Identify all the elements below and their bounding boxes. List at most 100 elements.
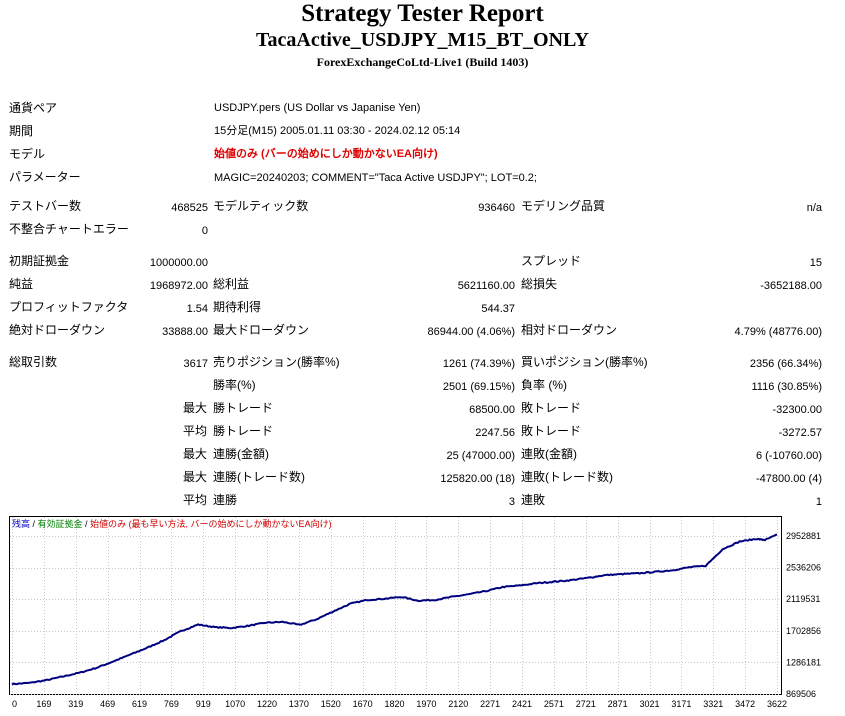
legend-sep-2: / [83, 519, 91, 529]
y-tick-label: 1286181 [786, 657, 821, 667]
long-label: 買いポジション(勝率%) [521, 355, 648, 369]
avg-consec-loss-value: 1 [815, 496, 822, 508]
max-dd-label: 最大ドローダウン [213, 323, 310, 337]
y-tick-label: 1702856 [786, 626, 821, 636]
legend-balance: 残高 [12, 518, 30, 529]
max-prefix-3: 最大 [182, 470, 207, 484]
pf-value: 1.54 [186, 303, 208, 315]
max-consec-loss-label: 連敗(金額) [521, 447, 577, 461]
period-value: 15分足(M15) 2005.01.11 03:30 - 2024.02.12 … [214, 125, 461, 137]
x-tick-label: 3021 [639, 699, 659, 709]
avg-consec-win-value: 3 [508, 496, 515, 508]
chart-grid [10, 517, 781, 695]
x-tick-label: 2571 [544, 699, 564, 709]
bars-value: 468525 [171, 202, 208, 214]
x-axis-labels: 0 169 319 469 619 769 919 1070 1220 1370 1520 1670 1… [12, 699, 787, 709]
x-tick-label: 2421 [512, 699, 532, 709]
ticks-value: 936460 [478, 202, 515, 214]
avg-prefix-1: 平均 [182, 424, 207, 438]
mismatch-value: 0 [201, 225, 208, 237]
expected-value: 544.37 [481, 303, 515, 315]
short-label: 売りポジション(勝率%) [213, 355, 340, 369]
x-tick-label: 2271 [480, 699, 500, 709]
deposit-value: 1000000.00 [149, 257, 208, 269]
avg-win-label: 勝トレード [213, 424, 274, 438]
report-title: Strategy Tester Report [301, 0, 544, 27]
x-tick-label: 1520 [321, 699, 341, 709]
avg-loss-label: 敗トレード [521, 424, 582, 438]
x-tick-label: 1820 [384, 699, 404, 709]
quality-label: モデリング品質 [521, 199, 606, 213]
ticks-label: モデルティック数 [213, 199, 309, 213]
quality-value: n/a [806, 202, 822, 214]
pf-label: プロフィットファクタ [9, 300, 129, 314]
y-tick-label: 869506 [786, 689, 816, 699]
ea-name: TacaActive_USDJPY_M15_BT_ONLY [256, 29, 589, 51]
x-tick-label: 469 [100, 699, 115, 709]
max-consec-win-value: 25 (47000.00) [446, 450, 516, 462]
x-tick-label: 3472 [735, 699, 755, 709]
max-prefix-1: 最大 [182, 401, 207, 415]
total-trades-label: 総取引数 [9, 355, 58, 369]
legend: 残高 / 有効証拠金 / 始値のみ (最も早い方法, バーの始めにしか動かないE… [12, 518, 332, 529]
x-tick-label: 769 [164, 699, 179, 709]
spread-label: スプレッド [521, 254, 582, 268]
mismatch-label: 不整合チャートエラー [9, 222, 129, 236]
long-value: 2356 (66.34%) [749, 358, 822, 370]
max-consec-loss-value: 6 (-10760.00) [755, 450, 822, 462]
largest-loss-label: 敗トレード [521, 401, 582, 415]
period-label: 期間 [9, 124, 34, 138]
max-prefix-2: 最大 [182, 447, 207, 461]
y-axis-labels: 2952881 2536206 2119531 1702856 1286181 86950… [786, 531, 821, 699]
loss-rate-label: 負率 (%) [521, 378, 567, 392]
legend-sep-1: / [30, 519, 38, 529]
x-tick-label: 2871 [608, 699, 628, 709]
max-consec-lossamt-value: -47800.00 (4) [755, 473, 822, 485]
abs-dd-value: 33888.00 [162, 326, 208, 338]
win-rate-label: 勝率(%) [213, 378, 256, 392]
x-tick-label: 1070 [225, 699, 245, 709]
legend-model: 始値のみ (最も早い方法, バーの始めにしか動かないEA向け) [90, 518, 332, 529]
y-tick-label: 2119531 [786, 594, 820, 604]
max-consec-profit-value: 125820.00 (18) [440, 473, 515, 485]
x-tick-label: 319 [68, 699, 83, 709]
y-tick-label: 2952881 [786, 531, 821, 541]
x-tick-label: 3321 [703, 699, 723, 709]
x-tick-label: 1970 [416, 699, 436, 709]
avg-prefix-2: 平均 [182, 493, 207, 507]
x-tick-label: 1220 [257, 699, 277, 709]
avg-win-value: 2247.56 [475, 427, 515, 439]
legend-equity: 有効証拠金 [38, 518, 83, 529]
y-tick-label: 2536206 [786, 563, 821, 573]
symbol-label: 通貨ペア [9, 101, 58, 115]
params-value: MAGIC=20240203; COMMENT="Taca Active USD… [214, 172, 537, 184]
net-label: 純益 [9, 277, 34, 291]
avg-consec-loss-label: 連敗 [521, 493, 546, 507]
total-trades-value: 3617 [183, 358, 208, 370]
rel-dd-label: 相対ドローダウン [521, 323, 618, 337]
largest-win-label: 勝トレード [213, 401, 274, 415]
expected-label: 期待利得 [213, 300, 262, 314]
bars-label: テストバー数 [9, 199, 82, 213]
x-tick-label: 619 [132, 699, 147, 709]
gross-loss-label: 総損失 [521, 277, 558, 291]
gross-loss-value: -3652188.00 [760, 280, 822, 292]
model-label: モデル [9, 147, 46, 161]
gross-profit-value: 5621160.00 [457, 280, 515, 292]
rel-dd-value: 4.79% (48776.00) [734, 326, 822, 338]
gross-profit-label: 総利益 [213, 277, 250, 291]
x-tick-label: 919 [196, 699, 211, 709]
avg-consec-win-label: 連勝 [213, 493, 238, 507]
x-tick-label: 169 [36, 699, 51, 709]
x-tick-label: 2721 [576, 699, 596, 709]
x-tick-label: 3622 [767, 699, 787, 709]
spread-value: 15 [809, 257, 822, 269]
model-value: 始値のみ (バーの始めにしか動かないEA向け) [214, 148, 438, 160]
largest-loss-value: -32300.00 [772, 404, 822, 416]
short-value: 1261 (74.39%) [442, 358, 515, 370]
params-label: パラメーター [9, 170, 81, 184]
symbol-value: USDJPY.pers (US Dollar vs Japanise Yen) [214, 102, 421, 114]
max-consec-profit-label: 連勝(トレード数) [213, 470, 305, 484]
server-name: ForexExchangeCoLtd-Live1 (Build 1403) [316, 55, 529, 69]
x-tick-label: 0 [12, 699, 17, 709]
